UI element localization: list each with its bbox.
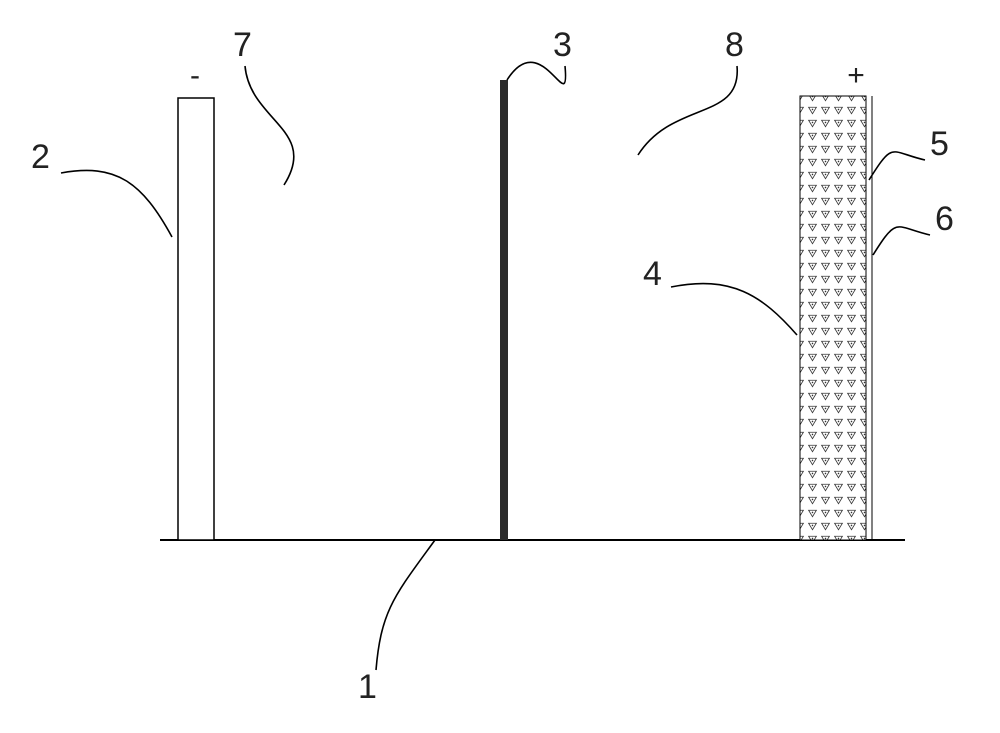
label-6: 6 — [935, 200, 954, 238]
leader-4 — [671, 284, 797, 335]
leader-6 — [873, 227, 930, 255]
separator-membrane — [500, 80, 508, 540]
label-3: 3 — [553, 26, 572, 64]
label-1: 1 — [358, 668, 377, 706]
label-8: 8 — [725, 26, 744, 64]
leader-5 — [869, 152, 925, 180]
label-7: 7 — [233, 26, 252, 64]
label-5: 5 — [930, 125, 949, 163]
label-2: 2 — [31, 138, 50, 176]
left-electrode — [178, 98, 214, 540]
leader-8 — [638, 66, 737, 155]
leader-3 — [507, 62, 566, 83]
leader-1 — [376, 540, 435, 670]
leader-2 — [61, 170, 172, 237]
plus-sign: + — [847, 59, 865, 92]
label-4: 4 — [643, 255, 662, 293]
leader-7 — [245, 66, 294, 185]
minus-sign: - — [190, 59, 200, 92]
right-electrode-pattern — [800, 96, 866, 540]
